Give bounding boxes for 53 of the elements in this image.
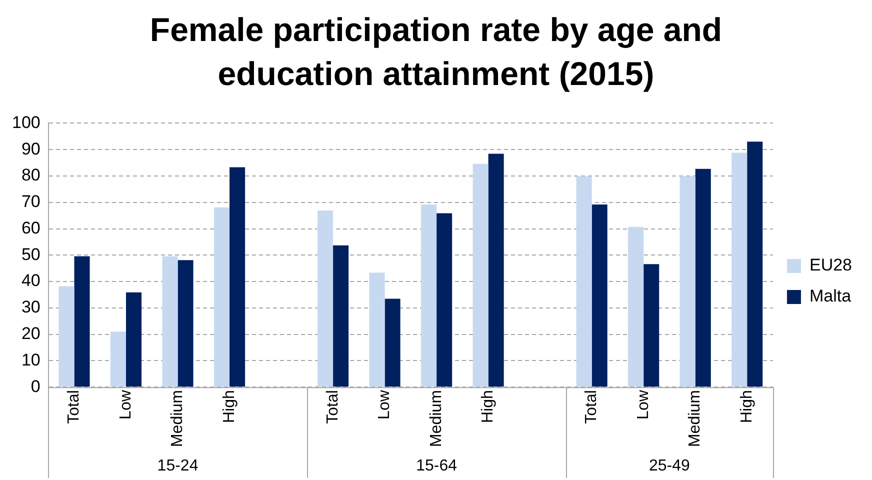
y-tick-label: 80 — [21, 166, 40, 185]
legend-label: Malta — [809, 286, 852, 306]
bar — [58, 286, 74, 387]
text: 25-49 — [649, 457, 690, 474]
bar — [488, 154, 504, 387]
y-tick-label: 60 — [21, 218, 40, 238]
y-tick-label: 100 — [12, 112, 40, 132]
bar — [592, 204, 608, 387]
y-tick-label: 40 — [21, 271, 40, 290]
bar — [421, 204, 437, 387]
bar — [318, 210, 334, 387]
bar — [472, 164, 488, 387]
bar — [110, 332, 126, 387]
x-tick-label: Low — [117, 390, 134, 420]
bar — [178, 260, 194, 387]
bar — [333, 245, 349, 387]
bar — [230, 167, 246, 387]
x-tick-label: Low — [634, 390, 652, 420]
x-tick-label: High — [480, 390, 497, 423]
bar — [695, 168, 711, 387]
x-tick-label: Medium — [169, 390, 186, 447]
bar — [747, 142, 763, 387]
x-tick-label: Total — [66, 390, 83, 424]
x-tick-label: Total — [583, 390, 600, 424]
x-tick-label: High — [738, 390, 756, 423]
bar — [576, 176, 592, 387]
bar — [436, 213, 452, 387]
x-tick-label: Low — [376, 390, 394, 420]
y-tick-label: 70 — [21, 192, 40, 212]
bar — [384, 298, 400, 387]
bar — [644, 264, 660, 387]
legend-label: EU28 — [809, 256, 852, 275]
bar — [74, 256, 90, 387]
y-tick-label: 50 — [21, 244, 40, 264]
bar — [162, 256, 178, 387]
text: 15-64 — [416, 457, 458, 474]
bar — [628, 226, 644, 387]
text: 15-24 — [157, 457, 198, 474]
bar — [732, 152, 748, 387]
bar — [369, 272, 385, 387]
x-tick-label: Medium — [428, 390, 445, 447]
y-tick-label: 0 — [30, 376, 40, 396]
y-tick-label: 10 — [21, 350, 40, 370]
chart-title: Female participation rate by age and education attainment (2015) — [148, 10, 724, 94]
x-tick-label: Medium — [686, 390, 704, 447]
x-tick-label: Total — [324, 390, 342, 424]
y-tick-label: 20 — [21, 324, 40, 344]
bar — [126, 292, 142, 387]
bar — [214, 207, 230, 387]
bar — [680, 176, 696, 387]
y-tick-label: 30 — [21, 298, 40, 317]
x-tick-label: High — [220, 390, 238, 423]
y-tick-label: 90 — [21, 139, 40, 158]
